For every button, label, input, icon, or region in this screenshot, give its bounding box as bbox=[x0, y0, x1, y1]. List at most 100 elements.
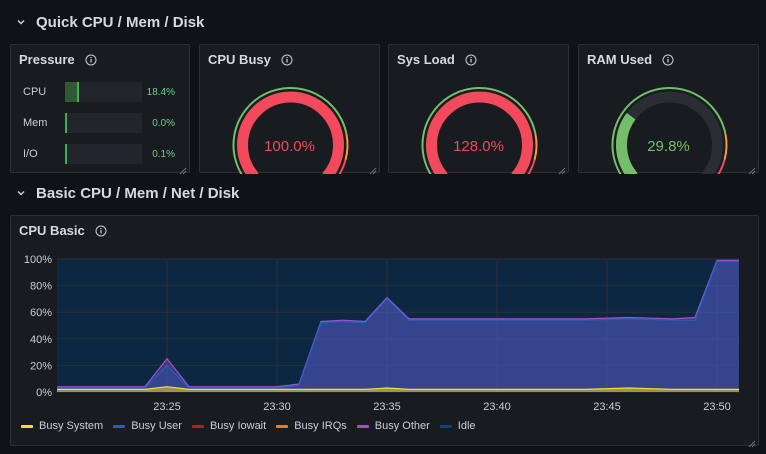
info-icon[interactable] bbox=[95, 225, 107, 237]
legend-label: Busy Other bbox=[374, 420, 430, 432]
info-icon[interactable] bbox=[465, 54, 477, 66]
pressure-value: 0.0% bbox=[152, 117, 175, 129]
gauge-track bbox=[616, 91, 723, 174]
x-tick-label: 23:25 bbox=[153, 401, 181, 413]
x-tick-label: 23:45 bbox=[593, 401, 621, 413]
pressure-row-mem: Mem 0.0% bbox=[23, 112, 181, 134]
x-tick-label: 23:30 bbox=[263, 401, 291, 413]
panel-header[interactable]: CPU Basic bbox=[19, 223, 107, 238]
legend-label: Busy User bbox=[131, 420, 182, 432]
pressure-label: CPU bbox=[23, 86, 47, 98]
panel-title: CPU Busy bbox=[208, 52, 271, 67]
panel-title: Pressure bbox=[19, 52, 75, 67]
chevron-down-icon bbox=[14, 186, 28, 200]
pressure-value: 0.1% bbox=[152, 148, 175, 160]
series-line-busy-system bbox=[57, 386, 739, 390]
panel-header[interactable]: RAM Used bbox=[587, 52, 674, 67]
info-icon[interactable] bbox=[281, 54, 293, 66]
legend-label: Idle bbox=[457, 420, 476, 432]
legend-item-busy-system[interactable]: Busy System bbox=[21, 420, 103, 432]
pressure-label: Mem bbox=[23, 117, 48, 129]
resize-handle-icon[interactable] bbox=[179, 162, 187, 175]
y-tick-label: 40% bbox=[30, 334, 52, 346]
info-icon[interactable] bbox=[662, 54, 674, 66]
legend-swatch bbox=[21, 424, 33, 428]
gauge-threshold-orange bbox=[723, 133, 728, 161]
gauge-value-arc bbox=[616, 112, 638, 174]
x-tick-label: 23:40 bbox=[483, 401, 511, 413]
panel-title: Sys Load bbox=[397, 52, 455, 67]
legend-swatch bbox=[276, 424, 289, 428]
legend-swatch bbox=[356, 424, 369, 428]
row-title: Quick CPU / Mem / Disk bbox=[36, 13, 205, 31]
pressure-label: I/O bbox=[23, 148, 38, 160]
y-tick-label: 60% bbox=[30, 307, 52, 319]
legend-swatch bbox=[113, 424, 126, 428]
pressure-panel: Pressure CPU 18.4% Mem 0.0% I/O 0.1% bbox=[10, 44, 190, 175]
pressure-bar bbox=[65, 113, 142, 133]
series-area-busy-system bbox=[57, 386, 739, 392]
resize-handle-icon[interactable] bbox=[748, 435, 756, 448]
cpu-basic-panel: CPU Basic 0% 20% 40% 60% 80% 100% 23:25 23:30 23… bbox=[10, 215, 760, 448]
series-area-busy-user bbox=[57, 261, 739, 392]
pressure-fill bbox=[65, 82, 80, 102]
pressure-value: 18.4% bbox=[146, 86, 175, 98]
legend-label: Busy IRQs bbox=[294, 420, 347, 432]
legend-label: Busy Iowait bbox=[209, 420, 267, 432]
legend-swatch bbox=[439, 424, 452, 428]
gauge-value-arc bbox=[237, 91, 344, 174]
gauge bbox=[232, 87, 349, 174]
resize-handle-icon[interactable] bbox=[748, 162, 756, 175]
x-tick-label: 23:35 bbox=[373, 401, 401, 413]
gauge bbox=[611, 87, 728, 174]
series-line-busy-other bbox=[57, 259, 739, 388]
pressure-row-io: I/O 0.1% bbox=[23, 143, 181, 165]
gauge-threshold-red bbox=[717, 159, 726, 174]
series-line-busy-user bbox=[57, 261, 739, 389]
legend-label: Busy System bbox=[39, 420, 104, 432]
panel-header[interactable]: Sys Load bbox=[397, 52, 477, 67]
row-header-quick[interactable]: Quick CPU / Mem / Disk bbox=[14, 10, 204, 34]
pressure-bar bbox=[65, 82, 142, 102]
row-title: Basic CPU / Mem / Net / Disk bbox=[36, 184, 240, 202]
gauge-value: 29.8% bbox=[647, 138, 690, 155]
chart-legend: Busy System Busy User Busy Iowait Busy I… bbox=[21, 420, 476, 432]
legend-item-idle[interactable]: Idle bbox=[439, 420, 476, 432]
legend-item-busy-other[interactable]: Busy Other bbox=[356, 420, 430, 432]
resize-handle-icon[interactable] bbox=[369, 162, 377, 175]
chevron-down-icon bbox=[14, 15, 28, 29]
gauge-threshold-red bbox=[527, 159, 536, 174]
legend-item-busy-irqs[interactable]: Busy IRQs bbox=[276, 420, 347, 432]
gauge-threshold-green bbox=[611, 87, 727, 174]
pressure-row-cpu: CPU 18.4% bbox=[23, 81, 181, 103]
series-area-busy-other bbox=[57, 260, 739, 392]
legend-item-busy-iowait[interactable]: Busy Iowait bbox=[191, 420, 267, 432]
panel-title: RAM Used bbox=[587, 52, 653, 67]
panel-header[interactable]: CPU Busy bbox=[208, 52, 293, 67]
panel-title: CPU Basic bbox=[19, 223, 85, 238]
y-tick-label: 80% bbox=[30, 281, 52, 293]
gauge-threshold-orange bbox=[533, 133, 538, 161]
gauge-threshold-red bbox=[338, 159, 347, 174]
x-tick-label: 23:50 bbox=[703, 401, 731, 413]
cpu-basic-chart[interactable]: 0% 20% 40% 60% 80% 100% 23:25 23:30 23:35 23:40 23… bbox=[11, 216, 760, 416]
legend-item-busy-user[interactable]: Busy User bbox=[113, 420, 182, 432]
info-icon[interactable] bbox=[85, 54, 97, 66]
legend-swatch bbox=[191, 424, 204, 428]
resize-handle-icon[interactable] bbox=[558, 162, 566, 175]
pressure-fill bbox=[65, 113, 67, 133]
gauge-value: 100.0% bbox=[264, 138, 315, 155]
sys-load-panel: Sys Load 128.0% bbox=[388, 44, 569, 175]
y-tick-label: 20% bbox=[30, 360, 52, 372]
gauge-threshold-orange bbox=[344, 133, 349, 161]
pressure-fill bbox=[65, 144, 67, 164]
y-tick-label: 0% bbox=[36, 387, 52, 399]
gauge-threshold-green bbox=[421, 87, 537, 174]
panel-header[interactable]: Pressure bbox=[19, 52, 97, 67]
gauge-value-arc bbox=[426, 91, 533, 174]
pressure-bar bbox=[65, 144, 142, 164]
y-tick-label: 100% bbox=[24, 254, 52, 266]
row-header-basic[interactable]: Basic CPU / Mem / Net / Disk bbox=[14, 181, 239, 205]
gauge-threshold-green bbox=[232, 87, 348, 174]
gauge-value: 128.0% bbox=[453, 138, 504, 155]
